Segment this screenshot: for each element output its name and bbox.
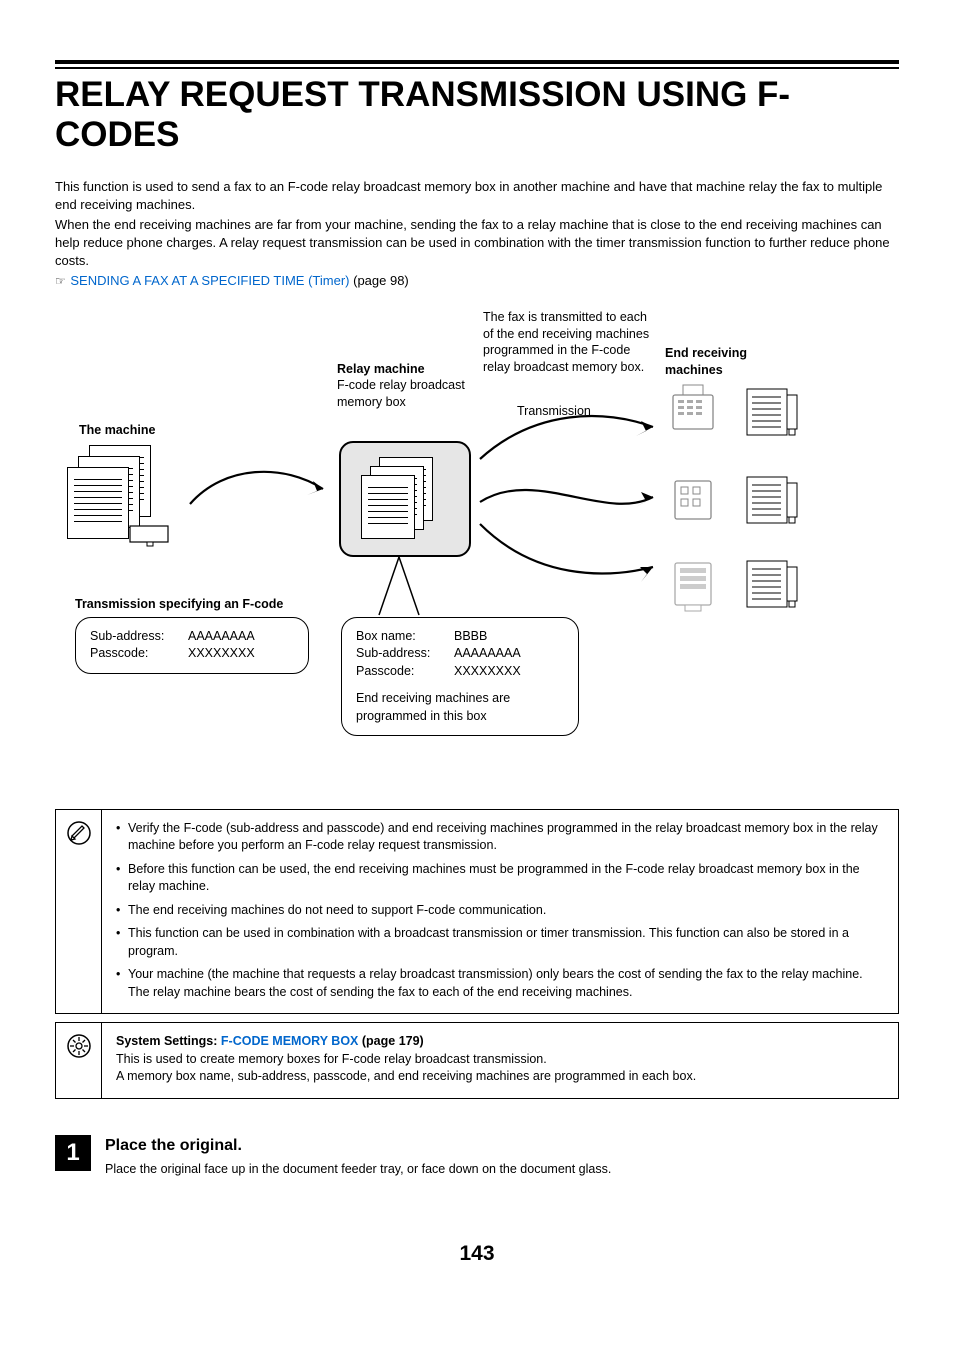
ss-line-1: This is used to create memory boxes for …: [116, 1051, 884, 1069]
note-1: Verify the F-code (sub-address and passc…: [116, 820, 884, 855]
pointer-icon: ☞: [55, 274, 65, 288]
end-paper-3: [741, 557, 801, 613]
step-title: Place the original.: [105, 1135, 611, 1157]
end-fax-3a: [669, 557, 717, 615]
system-settings-block: System Settings: F-CODE MEMORY BOX (page…: [55, 1022, 899, 1099]
intro-block: This function is used to send a fax to a…: [55, 178, 899, 291]
end-paper-2: [741, 473, 801, 529]
cross-reference: ☞ SENDING A FAX AT A SPECIFIED TIME (Tim…: [55, 272, 899, 290]
c2-box-lab: Box name:: [356, 628, 454, 646]
gear-icon: [56, 1023, 102, 1098]
trans-spec-label: Transmission specifying an F-code: [75, 596, 283, 613]
intro-p1: This function is used to send a fax to a…: [55, 178, 899, 214]
system-settings-heading: System Settings: F-CODE MEMORY BOX (page…: [116, 1033, 884, 1051]
connector-relay-callout: [369, 557, 429, 617]
ss-page: (page 179): [358, 1034, 423, 1048]
note-icon-pencil: [56, 810, 102, 1014]
title-rule: [55, 60, 899, 69]
transmission-description: The fax is transmitted to each of the en…: [483, 309, 653, 377]
note-list: Verify the F-code (sub-address and passc…: [116, 820, 884, 1002]
c2-pass-val: XXXXXXXX: [454, 663, 521, 681]
c1-sub-val: AAAAAAAA: [188, 628, 255, 646]
xref-link[interactable]: SENDING A FAX AT A SPECIFIED TIME (Timer…: [70, 273, 349, 288]
arrow-relay-to-end-1: [475, 409, 665, 469]
c1-pass-lab: Passcode:: [90, 645, 188, 663]
ss-link[interactable]: F-CODE MEMORY BOX: [221, 1034, 359, 1048]
end-paper-1: [741, 385, 801, 441]
step-body: Place the original face up in the docume…: [105, 1161, 611, 1179]
arrow-relay-to-end-3: [475, 519, 665, 589]
arrow-source-to-relay: [185, 459, 335, 519]
ss-line-2: A memory box name, sub-address, passcode…: [116, 1068, 884, 1086]
step-number: 1: [55, 1135, 91, 1171]
relay-machine-sub: F-code relay broadcast memory box: [337, 377, 487, 411]
relay-diagram: The fax is transmitted to each of the en…: [55, 309, 899, 779]
intro-p2: When the end receiving machines are far …: [55, 216, 899, 271]
page-title: RELAY REQUEST TRANSMISSION USING F-CODES: [55, 75, 899, 156]
relay-callout: Box name:BBBB Sub-address:AAAAAAAA Passc…: [341, 617, 579, 737]
note-4: This function can be used in combination…: [116, 925, 884, 960]
end-fax-1a: [669, 383, 717, 441]
xref-page: (page 98): [353, 273, 409, 288]
step-1: 1 Place the original. Place the original…: [55, 1135, 899, 1179]
c2-pass-lab: Passcode:: [356, 663, 454, 681]
c1-pass-val: XXXXXXXX: [188, 645, 255, 663]
c2-foot: End receiving machines are programmed in…: [356, 690, 564, 725]
note-2: Before this function can be used, the en…: [116, 861, 884, 896]
note-3: The end receiving machines do not need t…: [116, 902, 884, 920]
note-5: Your machine (the machine that requests …: [116, 966, 884, 1001]
the-machine-label: The machine: [79, 422, 155, 439]
note-block-tips: Verify the F-code (sub-address and passc…: [55, 809, 899, 1015]
c2-sub-lab: Sub-address:: [356, 645, 454, 663]
c1-sub-lab: Sub-address:: [90, 628, 188, 646]
end-fax-2a: [669, 475, 717, 533]
page-number: 143: [55, 1239, 899, 1268]
source-callout: Sub-address:AAAAAAAA Passcode:XXXXXXXX: [75, 617, 309, 674]
ss-head: System Settings:: [116, 1034, 221, 1048]
end-machines-title: End receiving machines: [665, 345, 785, 379]
c2-box-val: BBBB: [454, 628, 487, 646]
c2-sub-val: AAAAAAAA: [454, 645, 521, 663]
relay-machine-title: Relay machine: [337, 361, 425, 378]
